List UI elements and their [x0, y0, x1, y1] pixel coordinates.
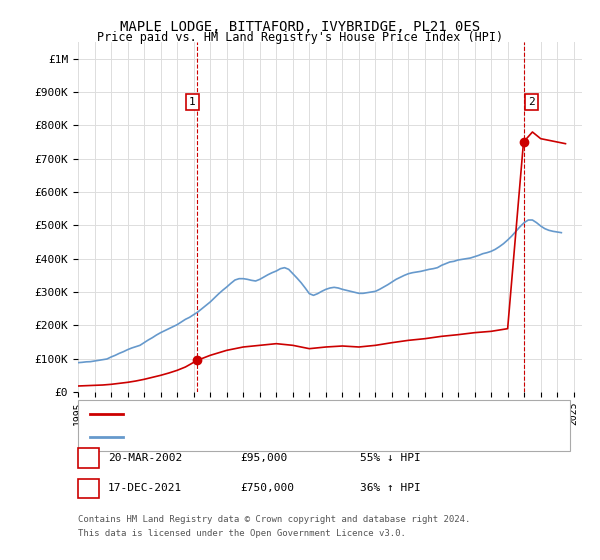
Text: 2: 2: [85, 483, 92, 493]
Text: HPI: Average price, detached house, South Hams: HPI: Average price, detached house, Sout…: [129, 432, 399, 442]
Text: 36% ↑ HPI: 36% ↑ HPI: [360, 483, 421, 493]
Text: 2: 2: [529, 97, 535, 107]
Text: £750,000: £750,000: [240, 483, 294, 493]
Text: 1: 1: [85, 452, 92, 463]
Text: Price paid vs. HM Land Registry's House Price Index (HPI): Price paid vs. HM Land Registry's House …: [97, 31, 503, 44]
Text: Contains HM Land Registry data © Crown copyright and database right 2024.: Contains HM Land Registry data © Crown c…: [78, 515, 470, 524]
Text: 17-DEC-2021: 17-DEC-2021: [108, 483, 182, 493]
Text: 1: 1: [189, 97, 196, 107]
Text: This data is licensed under the Open Government Licence v3.0.: This data is licensed under the Open Gov…: [78, 529, 406, 538]
Text: 20-MAR-2002: 20-MAR-2002: [108, 452, 182, 463]
Text: 55% ↓ HPI: 55% ↓ HPI: [360, 452, 421, 463]
Text: MAPLE LODGE, BITTAFORD, IVYBRIDGE, PL21 0ES (detached house): MAPLE LODGE, BITTAFORD, IVYBRIDGE, PL21 …: [129, 409, 482, 419]
Text: MAPLE LODGE, BITTAFORD, IVYBRIDGE, PL21 0ES: MAPLE LODGE, BITTAFORD, IVYBRIDGE, PL21 …: [120, 20, 480, 34]
Text: £95,000: £95,000: [240, 452, 287, 463]
